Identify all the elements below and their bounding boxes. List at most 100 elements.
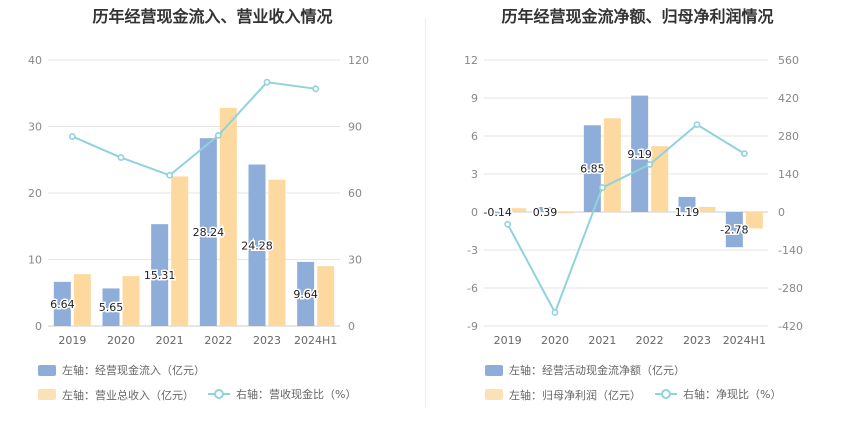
ratio-point xyxy=(263,78,271,86)
y-right-tick-label: 30 xyxy=(348,254,362,267)
x-tick-label: 2024H1 xyxy=(294,334,337,347)
bar-primary xyxy=(725,212,743,248)
y-left-tick-label: 40 xyxy=(28,54,42,67)
bar-value-label: -0.14 xyxy=(483,206,511,219)
y-left-tick-label: -3 xyxy=(467,244,478,257)
ratio-point xyxy=(166,171,174,179)
bar-primary xyxy=(489,212,507,214)
bar-value-label: 1.19 xyxy=(675,206,700,219)
y-left-tick-label: 9 xyxy=(471,92,478,105)
bar-secondary xyxy=(317,266,335,326)
bar-secondary xyxy=(219,107,237,326)
y-left-tick-label: 20 xyxy=(28,187,42,200)
legend-item[interactable]: 左轴：经营活动现金流净额（亿元） xyxy=(485,362,685,378)
ratio-point xyxy=(504,220,512,228)
x-tick-label: 2021 xyxy=(156,334,184,347)
bar-primary xyxy=(536,207,554,212)
ratio-point xyxy=(312,85,320,93)
y-left-tick-label: -9 xyxy=(467,320,478,333)
legend-item[interactable]: 左轴：归母净利润（亿元） xyxy=(485,387,641,403)
y-right-tick-label: 280 xyxy=(778,130,799,143)
y-right-tick-label: 120 xyxy=(348,54,369,67)
ratio-point xyxy=(214,131,222,139)
y-left-tick-label: 30 xyxy=(28,121,42,134)
y-left-tick-label: 10 xyxy=(28,254,42,267)
ratio-line xyxy=(71,81,316,177)
bar-primary xyxy=(248,164,266,326)
legend-label: 左轴：经营现金流入（亿元） xyxy=(62,364,205,377)
cash-inflow-revenue-panel: 历年经营现金流入、营业收入情况 0 10 20 30 40 0 30 60 90 120 2019 2… xyxy=(28,7,370,403)
bar-secondary xyxy=(651,146,669,212)
net-cashflow-profit-chart: -9 -6 -3 0 3 6 9 12 -420 -280 -140 0 140 280 420 560 201… xyxy=(464,54,803,347)
legend-label: 左轴：经营活动现金流净额（亿元） xyxy=(509,364,685,377)
legend-row-1: 左轴：经营活动现金流净额（亿元） xyxy=(485,362,699,379)
y-right-tick-label: 90 xyxy=(348,121,362,134)
bar-secondary xyxy=(268,179,286,326)
bar-secondary xyxy=(73,274,91,326)
bar-primary xyxy=(151,224,169,326)
legend-bar-swatch xyxy=(38,389,56,400)
bar-value-label: 24.28 xyxy=(241,239,273,252)
legend-row-2: 左轴：归母净利润（亿元） 右轴：净现比（%） xyxy=(485,386,795,403)
ratio-point xyxy=(117,154,125,161)
bar-value-label: 5.65 xyxy=(99,301,124,314)
legend-row-1: 左轴：经营现金流入（亿元） xyxy=(38,362,219,379)
bar-primary xyxy=(199,138,217,326)
net-cashflow-profit-panel: 历年经营现金流净额、归母净利润情况 -9 -6 -3 0 3 6 9 12 -420 -280 -1… xyxy=(425,0,850,437)
legend-label: 左轴：归母净利润（亿元） xyxy=(509,388,641,402)
legend-line-swatch xyxy=(655,388,677,400)
bar-value-label: 6.64 xyxy=(50,298,75,311)
bar-value-label: -2.78 xyxy=(720,224,748,237)
bar-value-label: 9.64 xyxy=(293,288,318,301)
legend-item[interactable]: 左轴：营业总收入（亿元） xyxy=(38,387,194,403)
y-right-tick-label: -420 xyxy=(778,320,803,333)
cash-inflow-revenue-chart: 0 10 20 30 40 0 30 60 90 120 2019 2020 2021 2022 2023 2… xyxy=(28,54,369,347)
bar-primary xyxy=(297,261,315,326)
legend-label: 右轴：营收现金比（%） xyxy=(236,388,357,401)
bar-value-label: 15.31 xyxy=(144,269,176,282)
ratio-line xyxy=(506,123,745,315)
legend-item[interactable]: 右轴：净现比（%） xyxy=(655,386,781,402)
y-left-tick-label: 0 xyxy=(471,206,478,219)
y-right-tick-label: 420 xyxy=(778,92,799,105)
ratio-point xyxy=(646,161,654,168)
x-tick-label: 2023 xyxy=(683,334,711,347)
ratio-point xyxy=(68,133,76,140)
legend-line-swatch xyxy=(208,388,230,400)
ratio-point xyxy=(693,121,701,128)
x-tick-label: 2023 xyxy=(253,334,281,347)
legend-item[interactable]: 右轴：营收现金比（%） xyxy=(208,386,356,402)
bar-secondary xyxy=(171,176,189,326)
bar-primary xyxy=(631,95,649,212)
bar-secondary xyxy=(556,212,574,214)
bar-secondary xyxy=(745,212,763,229)
x-tick-label: 2022 xyxy=(636,334,664,347)
legend-bar-swatch xyxy=(485,389,503,400)
y-left-tick-label: 0 xyxy=(35,320,42,333)
x-tick-label: 2024H1 xyxy=(723,334,766,347)
panel-divider xyxy=(425,18,426,408)
y-right-tick-label: -280 xyxy=(778,282,803,295)
bar-value-label: 9.19 xyxy=(627,148,652,161)
bar-primary xyxy=(53,281,71,326)
y-right-tick-label: 60 xyxy=(348,187,362,200)
legend-bar-swatch xyxy=(38,364,56,376)
ratio-point xyxy=(551,309,559,316)
x-tick-label: 2019 xyxy=(494,334,522,347)
bar-secondary xyxy=(698,206,716,212)
bar-value-label: 0.39 xyxy=(533,206,558,219)
y-left-tick-label: 12 xyxy=(464,54,478,67)
legend-row-2: 左轴：营业总收入（亿元） 右轴：营收现金比（%） xyxy=(38,386,370,403)
bar-primary xyxy=(678,196,696,212)
legend-item[interactable]: 左轴：经营现金流入（亿元） xyxy=(38,362,205,378)
x-tick-label: 2020 xyxy=(541,334,569,347)
bar-primary xyxy=(102,288,120,326)
y-right-tick-label: 140 xyxy=(778,168,799,181)
chart-title: 历年经营现金流入、营业收入情况 xyxy=(92,7,333,26)
bar-primary xyxy=(583,125,601,212)
y-right-tick-label: 0 xyxy=(778,206,785,219)
x-tick-label: 2019 xyxy=(58,334,86,347)
legend-label: 右轴：净现比（%） xyxy=(683,388,782,401)
bar-secondary xyxy=(509,208,527,212)
chart-title: 历年经营现金流净额、归母净利润情况 xyxy=(501,7,774,26)
